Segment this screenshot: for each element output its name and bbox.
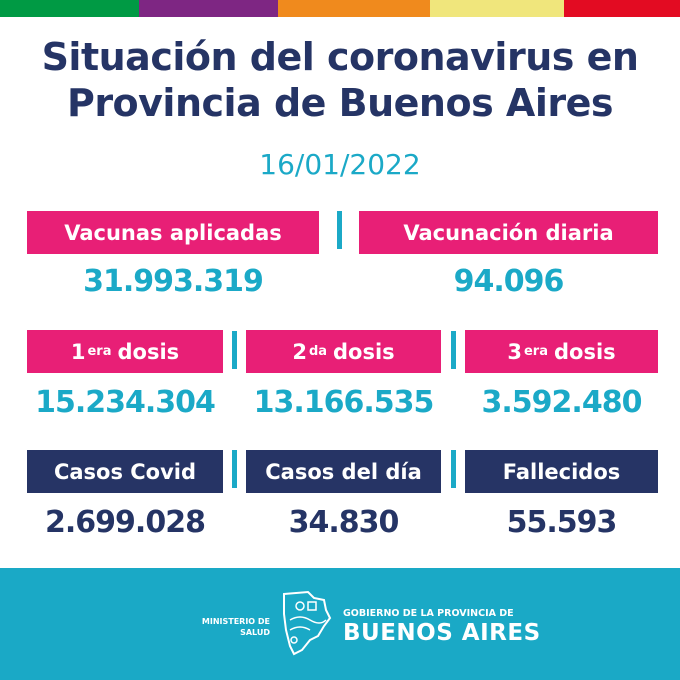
- footer-banner: MINISTERIO DE SALUD GOBIERNO DE LA PROVI…: [0, 568, 680, 680]
- daily-vaccination-label: Vacunación diaria: [359, 211, 658, 254]
- first-dose-label: 1 era dosis: [27, 330, 223, 373]
- vaccines-applied-label: Vacunas aplicadas: [27, 211, 319, 254]
- separator: [232, 331, 237, 369]
- ministry-label: MINISTERIO DE SALUD: [201, 617, 270, 637]
- separator: [232, 450, 237, 488]
- covid-cases-label: Casos Covid: [27, 450, 223, 493]
- daily-vaccination-value: 94.096: [453, 264, 565, 299]
- stripe-green: [0, 0, 139, 17]
- deaths-label: Fallecidos: [465, 450, 658, 493]
- second-dose-value: 13.166.535: [253, 385, 435, 420]
- daily-cases-label: Casos del día: [246, 450, 441, 493]
- title-line-1: Situación del coronavirus en: [41, 35, 639, 79]
- deaths-value: 55.593: [506, 505, 618, 540]
- daily-cases-value: 34.830: [288, 505, 400, 540]
- title-line-2: Provincia de Buenos Aires: [66, 81, 614, 125]
- government-label: GOBIERNO DE LA PROVINCIA DE: [343, 608, 514, 619]
- separator: [451, 331, 456, 369]
- stripe-orange: [278, 0, 430, 17]
- color-stripe-bar: [0, 0, 680, 17]
- province-name: BUENOS AIRES: [343, 620, 541, 646]
- second-dose-label: 2 da dosis: [246, 330, 441, 373]
- third-dose-label: 3 era dosis: [465, 330, 658, 373]
- vaccines-applied-value: 31.993.319: [83, 264, 264, 299]
- page-title: Situación del coronavirus en Provincia d…: [0, 34, 680, 126]
- first-dose-value: 15.234.304: [35, 385, 216, 420]
- separator: [337, 211, 342, 249]
- stripe-red: [564, 0, 680, 17]
- stripe-purple: [139, 0, 278, 17]
- third-dose-value: 3.592.480: [481, 385, 643, 420]
- stripe-yellow: [430, 0, 564, 17]
- report-date: 16/01/2022: [259, 148, 421, 181]
- province-map-icon: [283, 590, 332, 656]
- covid-cases-value: 2.699.028: [45, 505, 206, 540]
- separator: [451, 450, 456, 488]
